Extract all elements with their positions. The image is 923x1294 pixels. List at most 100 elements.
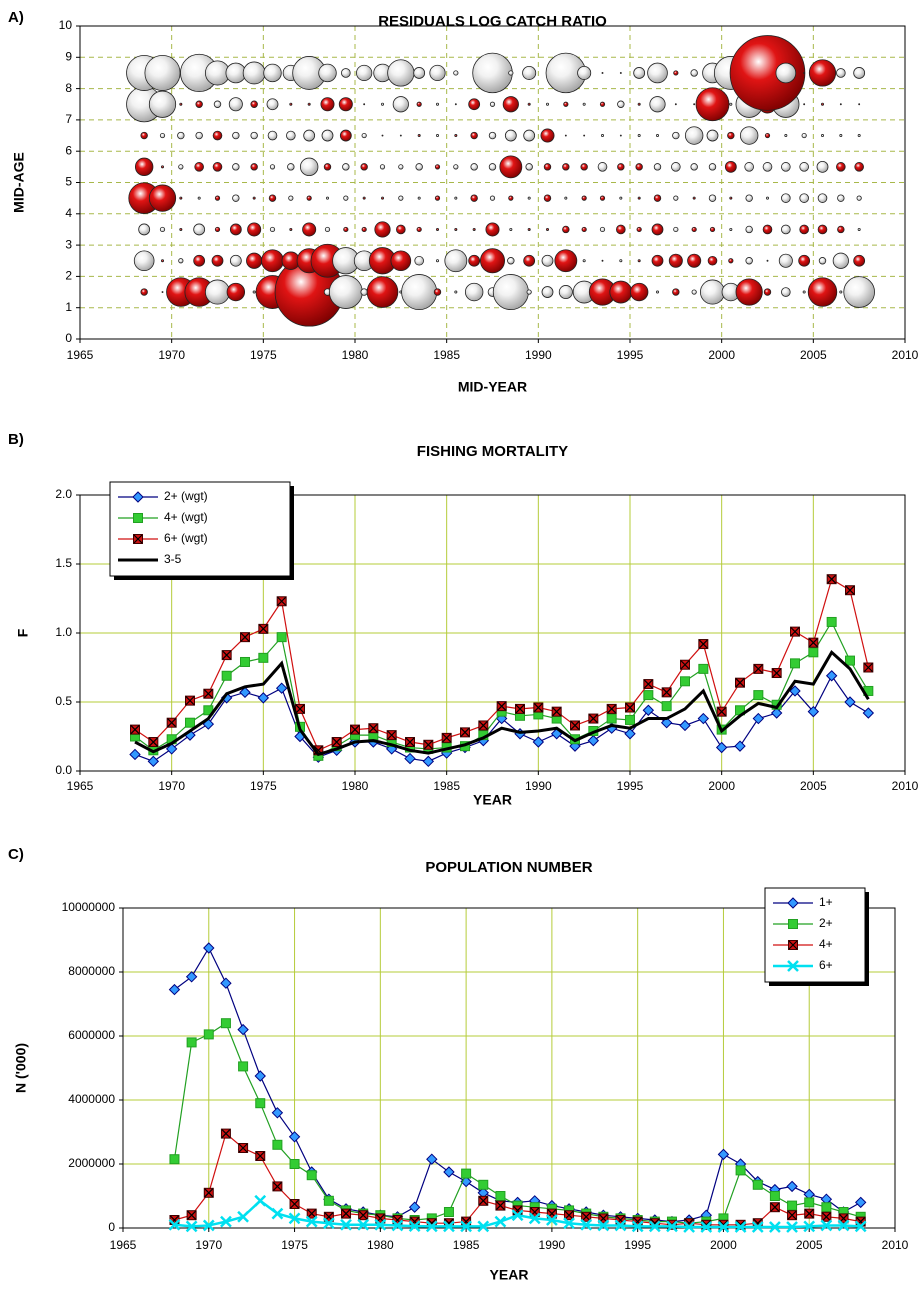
bubble <box>416 226 422 233</box>
bubble <box>745 257 753 265</box>
marker <box>786 1221 798 1233</box>
marker <box>237 1210 249 1223</box>
marker <box>202 1219 215 1232</box>
bubble <box>599 226 606 233</box>
bubble <box>374 221 391 238</box>
marker <box>546 1214 558 1226</box>
bubble <box>361 226 367 233</box>
bubble <box>225 62 247 84</box>
plot-frame <box>79 494 906 772</box>
bubble <box>633 67 646 79</box>
bubble <box>837 194 845 202</box>
marker <box>528 1212 541 1225</box>
marker-cross <box>238 1143 248 1153</box>
bubble <box>839 290 843 294</box>
marker <box>478 1179 489 1190</box>
bubble <box>693 103 696 106</box>
bubble <box>485 222 500 237</box>
bubble <box>232 163 240 171</box>
bubble <box>435 102 439 106</box>
bubble <box>492 274 529 311</box>
x-tick-label: 1990 <box>539 1238 566 1252</box>
bubble <box>177 131 185 140</box>
bubble <box>616 224 626 235</box>
x-tick-label: 2010 <box>892 779 919 793</box>
marker <box>357 1218 370 1231</box>
marker <box>680 676 690 687</box>
bubble <box>673 226 679 233</box>
x-tick-label: 1980 <box>342 348 369 362</box>
marker <box>374 1218 387 1231</box>
bubble <box>363 103 366 106</box>
x-tick-label: 1970 <box>158 779 185 793</box>
marker <box>185 971 198 983</box>
bubble <box>133 250 155 272</box>
bubble <box>707 255 718 266</box>
bubble <box>563 101 569 107</box>
bubble <box>380 196 384 200</box>
bubble <box>541 286 554 298</box>
bubble <box>360 163 368 171</box>
bubble <box>161 291 164 294</box>
marker-cross <box>735 678 745 688</box>
bubble <box>226 282 246 302</box>
bubble <box>247 222 262 237</box>
marker <box>753 690 764 701</box>
bubble <box>744 162 754 172</box>
bubble <box>818 257 827 265</box>
marker <box>254 1070 266 1082</box>
bubble <box>523 129 536 142</box>
bubble <box>289 102 293 106</box>
bubble <box>799 162 809 172</box>
marker-cross <box>272 1181 282 1191</box>
x-tick-label: 1980 <box>342 779 369 793</box>
x-tick-label: 1995 <box>617 779 644 793</box>
bubble <box>637 196 641 200</box>
bubble <box>468 98 481 111</box>
marker <box>734 1221 747 1233</box>
bubble <box>691 289 697 295</box>
x-tick-label: 1965 <box>110 1238 137 1252</box>
marker-cross <box>341 1209 351 1219</box>
marker <box>597 1219 610 1232</box>
bubble <box>343 195 349 201</box>
marker <box>752 712 765 725</box>
bubble <box>856 195 862 201</box>
bubble <box>546 227 550 231</box>
series-line <box>134 649 870 757</box>
bubble <box>323 163 332 171</box>
bubble <box>266 98 279 111</box>
bubble <box>435 227 439 231</box>
marker <box>185 717 195 728</box>
x-tick-label: 1970 <box>158 348 185 362</box>
bubble <box>839 103 842 106</box>
marker-cross <box>662 687 672 697</box>
bubble <box>232 131 240 140</box>
bubble <box>499 155 523 179</box>
marker <box>854 1220 867 1233</box>
marker <box>844 696 856 708</box>
bubble <box>781 224 791 235</box>
marker-cross <box>570 721 580 730</box>
bubble <box>415 163 423 171</box>
bubble <box>472 52 513 94</box>
y-tick-label: 3 <box>65 237 72 251</box>
bubble <box>637 102 641 106</box>
bubble <box>328 275 363 309</box>
bubble <box>212 162 223 172</box>
bubble <box>807 277 838 307</box>
bubble <box>727 131 735 140</box>
x-tick-label: 1975 <box>250 779 277 793</box>
bubble <box>252 196 256 200</box>
bubble <box>140 288 148 296</box>
marker <box>631 1220 644 1233</box>
marker <box>679 719 691 732</box>
bubble <box>668 253 683 268</box>
bubble <box>690 163 698 171</box>
bubble <box>525 163 533 171</box>
bubble <box>489 101 496 107</box>
bubble <box>581 195 587 201</box>
marker <box>734 740 746 752</box>
marker <box>580 1218 593 1231</box>
